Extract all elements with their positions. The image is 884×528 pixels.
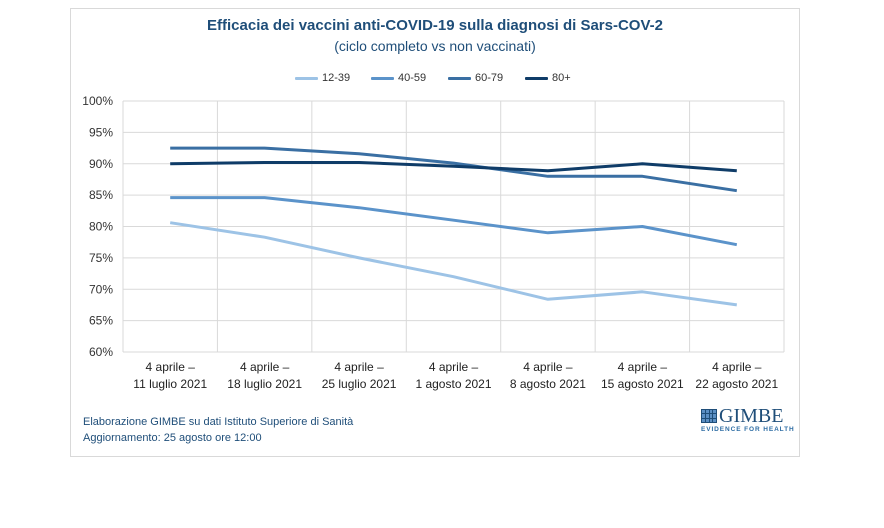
- legend: 12-39 40-59 60-79 80+: [0, 70, 884, 86]
- x-tick-label: 4 aprile –1 agosto 2021: [415, 360, 491, 391]
- legend-label: 80+: [552, 72, 571, 84]
- legend-swatch-60-79: [448, 76, 471, 80]
- legend-item-80plus: 80+: [525, 70, 571, 86]
- legend-label: 60-79: [475, 72, 504, 84]
- y-tick-label: 100%: [82, 94, 113, 108]
- y-axis: 60% 65% 70% 75% 80% 85% 90% 95% 100%: [82, 94, 113, 359]
- y-tick-label: 85%: [89, 188, 113, 202]
- logo-name: GIMBE: [719, 405, 784, 427]
- legend-swatch-12-39: [295, 76, 318, 80]
- update-note: Aggiornamento: 25 agosto ore 12:00: [83, 432, 262, 444]
- x-tick-label: 4 aprile –8 agosto 2021: [510, 360, 586, 391]
- legend-swatch-40-59: [371, 76, 394, 80]
- series-line-12-39: [169, 221, 738, 307]
- y-tick-label: 60%: [89, 345, 113, 359]
- logo-grid-icon: [701, 409, 717, 423]
- legend-item-12-39: 12-39: [295, 70, 350, 86]
- y-tick-label: 80%: [89, 220, 113, 234]
- series-line-40-59: [170, 196, 738, 247]
- x-tick-label: 4 aprile –11 luglio 2021: [133, 360, 207, 391]
- legend-label: 12-39: [322, 72, 351, 84]
- y-tick-label: 70%: [89, 282, 113, 296]
- chart-title: Efficacia dei vaccini anti-COVID-19 sull…: [207, 17, 663, 34]
- footer: Elaborazione GIMBE su dati Istituto Supe…: [83, 414, 353, 446]
- series-line-60-79: [170, 146, 738, 193]
- x-tick-label: 4 aprile –15 agosto 2021: [601, 360, 684, 391]
- series-lines: [169, 146, 738, 307]
- chart-subtitle: (ciclo completo vs non vaccinati): [334, 38, 536, 54]
- y-tick-label: 65%: [89, 314, 113, 328]
- series-line-80plus: [170, 161, 737, 173]
- gridlines: [122, 100, 785, 353]
- legend-item-60-79: 60-79: [448, 70, 503, 86]
- legend-label: 40-59: [398, 72, 427, 84]
- source-note: Elaborazione GIMBE su dati Istituto Supe…: [83, 416, 354, 428]
- legend-item-40-59: 40-59: [371, 70, 426, 86]
- y-tick-label: 90%: [89, 157, 113, 171]
- logo-tagline: EVIDENCE FOR HEALTH: [701, 426, 795, 433]
- x-tick-label: 4 aprile –25 luglio 2021: [322, 360, 397, 391]
- legend-swatch-80plus: [525, 76, 548, 80]
- x-tick-label: 4 aprile –22 agosto 2021: [695, 360, 778, 391]
- y-tick-label: 75%: [89, 251, 113, 265]
- x-axis: 4 aprile –11 luglio 2021 4 aprile –18 lug…: [133, 360, 778, 391]
- gimbe-logo: GIMBE EVIDENCE FOR HEALTH: [701, 405, 794, 435]
- y-tick-label: 95%: [89, 125, 113, 139]
- x-tick-label: 4 aprile –18 luglio 2021: [227, 360, 302, 391]
